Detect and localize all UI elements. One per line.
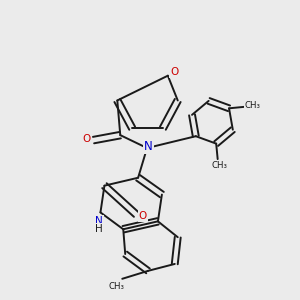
Text: CH₃: CH₃ [211,161,227,170]
Text: O: O [170,67,178,77]
Text: CH₃: CH₃ [109,282,125,291]
Text: O: O [139,211,147,221]
Text: H: H [95,224,103,234]
Text: N: N [95,216,103,226]
Text: N: N [144,140,153,153]
Text: O: O [82,134,90,144]
Text: CH₃: CH₃ [245,101,261,110]
